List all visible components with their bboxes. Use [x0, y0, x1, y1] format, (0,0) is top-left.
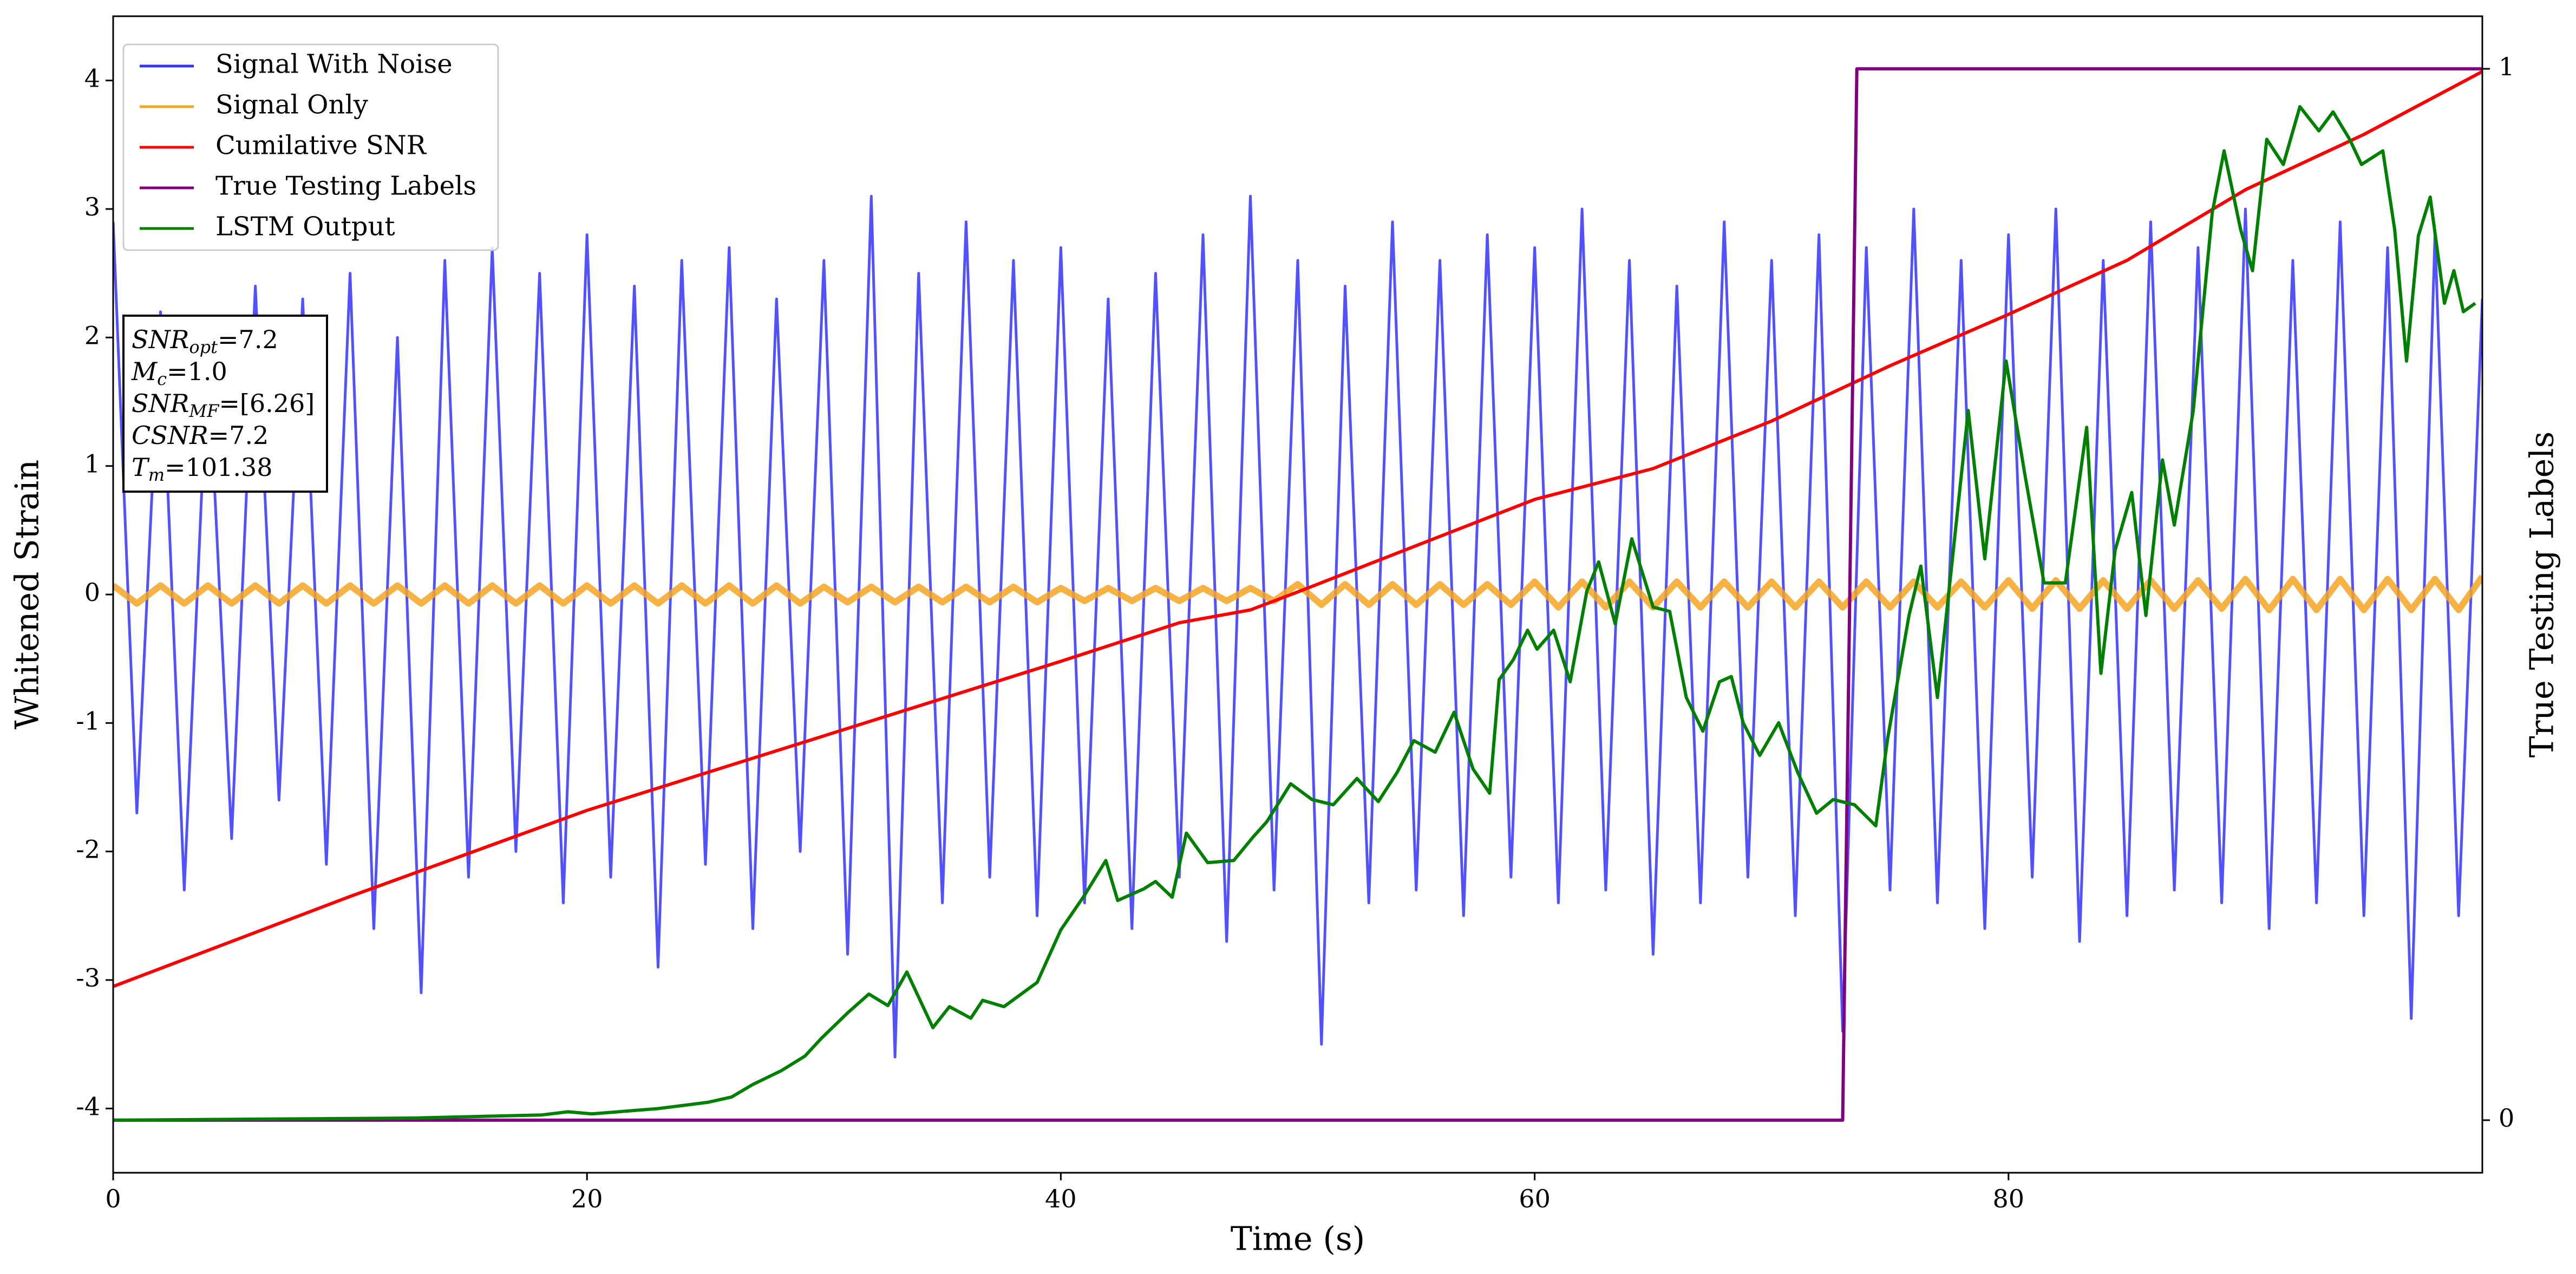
legend-label: Signal With Noise	[215, 49, 453, 80]
y-tick-label: 3	[84, 192, 100, 221]
series-line	[113, 105, 2476, 1122]
annotation-line: CSNR=7.2	[132, 421, 269, 450]
annotation-part: SNR	[132, 325, 189, 354]
x-tick-label: 20	[571, 1184, 603, 1213]
y-tick-label: -1	[76, 706, 100, 735]
x-tick-label: 40	[1045, 1184, 1077, 1213]
series-line	[113, 67, 2482, 1122]
annotation-box	[122, 315, 328, 493]
annotation-part: =7.2	[218, 325, 278, 354]
annotation-part: M	[131, 357, 158, 386]
annotation-line: SNRMF=[6.26]	[132, 389, 315, 421]
plot-lines	[113, 67, 2482, 1122]
annotation-part: MF	[188, 401, 220, 421]
y2-tick-label: 0	[2499, 1103, 2514, 1133]
annotation-part: =[6.26]	[219, 389, 315, 418]
series-line	[113, 70, 2482, 988]
y-tick-label: 1	[84, 449, 100, 479]
series-line	[113, 194, 2482, 1059]
y-tick-label: 0	[84, 578, 100, 607]
annotation-part: c	[157, 369, 167, 389]
x-tick-label: 80	[1993, 1184, 2025, 1213]
annotation-part: T	[132, 453, 150, 482]
y-tick-label: 4	[84, 64, 100, 93]
annotation-part: =1.0	[167, 357, 227, 386]
annotation-part: =7.2	[208, 421, 269, 450]
y2-axis-label: True Testing Labels	[2523, 432, 2561, 758]
y-tick-label: -2	[76, 835, 100, 864]
annotation-line: SNRopt=7.2	[132, 325, 278, 357]
annotation-part: CSNR	[132, 421, 208, 450]
annotation-line: Tm=101.38	[132, 453, 273, 485]
y-tick-label: -3	[76, 963, 100, 992]
y-tick-label: -4	[76, 1092, 100, 1121]
y2-tick-label: 1	[2499, 52, 2514, 81]
x-axis-label: Time (s)	[1231, 1220, 1365, 1258]
annotation-part: SNR	[132, 389, 189, 418]
y-tick-label: 2	[84, 321, 100, 350]
series-line	[113, 574, 2482, 613]
y-axis-label: Whitened Strain	[9, 460, 47, 729]
legend-box	[122, 43, 499, 251]
legend-label: LSTM Output	[215, 212, 395, 242]
x-tick-label: 0	[105, 1184, 121, 1213]
annotation-line: Mc=1.0	[131, 357, 227, 389]
annotation-part: =101.38	[165, 453, 273, 482]
annotation-part: opt	[189, 337, 218, 357]
legend-label: True Testing Labels	[215, 171, 476, 201]
legend-label: Signal Only	[215, 90, 368, 120]
x-tick-label: 60	[1519, 1184, 1551, 1213]
legend-label: Cumilative SNR	[215, 130, 427, 161]
annotation-part: m	[148, 465, 165, 485]
